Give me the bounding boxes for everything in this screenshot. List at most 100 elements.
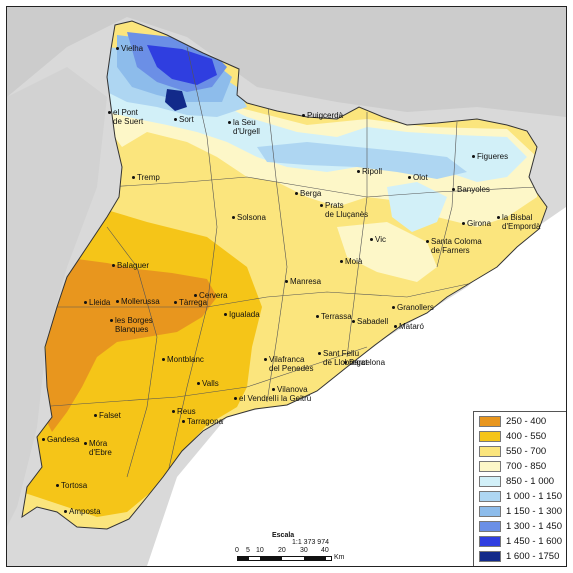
zone-1450-1600 <box>147 45 217 85</box>
town-label-falset[interactable]: Falset <box>94 411 121 420</box>
town-label-les-borges[interactable]: les Borges Blanques <box>110 316 153 334</box>
town-label-lleida[interactable]: Lleida <box>84 298 110 307</box>
scale-tick-label: 5 <box>246 547 250 554</box>
legend-swatch <box>479 506 501 517</box>
town-label-mollerussa[interactable]: Mollerussa <box>116 297 160 306</box>
legend-label: 250 - 400 <box>506 416 547 427</box>
legend-label: 850 - 1 000 <box>506 476 555 487</box>
legend-swatch <box>479 431 501 442</box>
town-label-terrassa[interactable]: Terrassa <box>316 312 352 321</box>
scale-unit: Km <box>334 554 345 561</box>
town-label-sabadell[interactable]: Sabadell <box>352 317 388 326</box>
relief-shading-west <box>7 67 107 527</box>
town-marker <box>232 216 235 219</box>
town-marker <box>234 397 237 400</box>
legend-item: 1 300 - 1 450 <box>479 521 565 533</box>
legend-label: 1 450 - 1 600 <box>506 536 562 547</box>
town-label-berga[interactable]: Berga <box>295 189 321 198</box>
town-marker <box>285 280 288 283</box>
legend-label: 1 150 - 1 300 <box>506 506 562 517</box>
town-label-girona[interactable]: Girona <box>462 219 491 228</box>
town-label-figueres[interactable]: Figueres <box>472 152 508 161</box>
town-label-la-seu-durgell[interactable]: la Seu d'Urgell <box>228 118 260 136</box>
legend-item: 850 - 1 000 <box>479 476 565 488</box>
legend-item: 1 600 - 1750 <box>479 551 565 563</box>
town-marker <box>132 176 135 179</box>
town-label-balaguer[interactable]: Balaguer <box>112 261 149 270</box>
town-marker <box>264 358 267 361</box>
town-label-igualada[interactable]: Igualada <box>224 310 260 319</box>
legend-swatch <box>479 446 501 457</box>
town-label-banyoles[interactable]: Banyoles <box>452 185 490 194</box>
town-marker <box>472 155 475 158</box>
town-label-vilafranca[interactable]: Vilafranca del Penedès <box>264 355 313 373</box>
relief-shading-north <box>7 7 566 117</box>
legend-item: 1 450 - 1 600 <box>479 536 565 548</box>
catalonia-outline <box>21 20 548 530</box>
legend: 250 - 400 400 - 550 550 - 700 700 - 850 … <box>473 411 566 566</box>
town-marker <box>42 438 45 441</box>
town-label-ripoll[interactable]: Ripoll <box>357 167 382 176</box>
scale-tick-label: 40 <box>321 547 329 554</box>
scale-tick-label: 10 <box>256 547 264 554</box>
town-label-tremp[interactable]: Tremp <box>132 173 160 182</box>
town-marker <box>56 484 59 487</box>
legend-swatch <box>479 416 501 427</box>
town-marker <box>64 510 67 513</box>
town-label-olot[interactable]: Olot <box>408 173 428 182</box>
town-label-tarrega[interactable]: Tàrrega <box>174 298 207 307</box>
town-label-sort[interactable]: Sort <box>174 115 194 124</box>
town-label-amposta[interactable]: Amposta <box>64 507 101 516</box>
town-label-vilanova[interactable]: Vilanova i la Geltrú <box>272 385 311 403</box>
scale-tick-label: 0 <box>235 547 239 554</box>
town-label-el-pont-de-suert[interactable]: el Pont de Suert <box>108 108 143 126</box>
town-label-prats[interactable]: Prats de Lluçanès <box>320 201 368 219</box>
legend-label: 1 300 - 1 450 <box>506 521 562 532</box>
scale-bar-graphic <box>237 556 332 561</box>
town-marker <box>452 188 455 191</box>
town-label-montblanc[interactable]: Montblanc <box>162 355 204 364</box>
legend-label: 550 - 700 <box>506 446 547 457</box>
town-label-manresa[interactable]: Manresa <box>285 277 321 286</box>
town-marker <box>370 238 373 241</box>
town-marker <box>426 240 429 243</box>
town-label-barcelona[interactable]: Barcelona <box>344 358 385 367</box>
town-label-mataro[interactable]: Mataró <box>394 322 424 331</box>
town-label-santa-coloma[interactable]: Santa Coloma de Farners <box>426 237 482 255</box>
town-label-tarragona[interactable]: Tarragona <box>182 417 223 426</box>
town-label-gandesa[interactable]: Gandesa <box>42 435 79 444</box>
town-marker <box>408 176 411 179</box>
town-label-vic[interactable]: Vic <box>370 235 386 244</box>
town-marker <box>357 170 360 173</box>
legend-label: 700 - 850 <box>506 461 547 472</box>
town-marker <box>344 361 347 364</box>
town-label-granollers[interactable]: Granollers <box>392 303 434 312</box>
sea <box>147 207 566 566</box>
town-marker <box>174 301 177 304</box>
legend-item: 250 - 400 <box>479 416 565 428</box>
town-label-la-bisbal[interactable]: la Bisbal d'Empordà <box>497 213 540 231</box>
town-label-valls[interactable]: Valls <box>197 379 219 388</box>
town-marker <box>316 315 319 318</box>
town-label-reus[interactable]: Reus <box>172 407 196 416</box>
town-marker <box>392 306 395 309</box>
town-label-solsona[interactable]: Solsona <box>232 213 266 222</box>
town-label-puigcerda[interactable]: Puigcerdà <box>302 111 343 120</box>
town-label-tortosa[interactable]: Tortosa <box>56 481 87 490</box>
legend-swatch <box>479 521 501 532</box>
town-label-mora[interactable]: Móra d'Ebre <box>84 439 112 457</box>
town-label-sant-feliu[interactable]: Sant Feliu de Llobregat <box>318 349 367 367</box>
town-marker <box>84 301 87 304</box>
town-marker <box>172 410 175 413</box>
scale-tick-label: 20 <box>278 547 286 554</box>
town-marker <box>94 414 97 417</box>
town-label-el-vendrell[interactable]: el Vendrell <box>234 394 276 403</box>
legend-swatch <box>479 491 501 502</box>
legend-label: 1 000 - 1 150 <box>506 491 562 502</box>
town-marker <box>462 222 465 225</box>
town-label-cervera[interactable]: Cervera <box>194 291 227 300</box>
town-marker <box>116 47 119 50</box>
legend-item: 400 - 550 <box>479 431 565 443</box>
town-label-moia[interactable]: Moià <box>340 257 362 266</box>
town-label-vielha[interactable]: Vielha <box>116 44 143 53</box>
